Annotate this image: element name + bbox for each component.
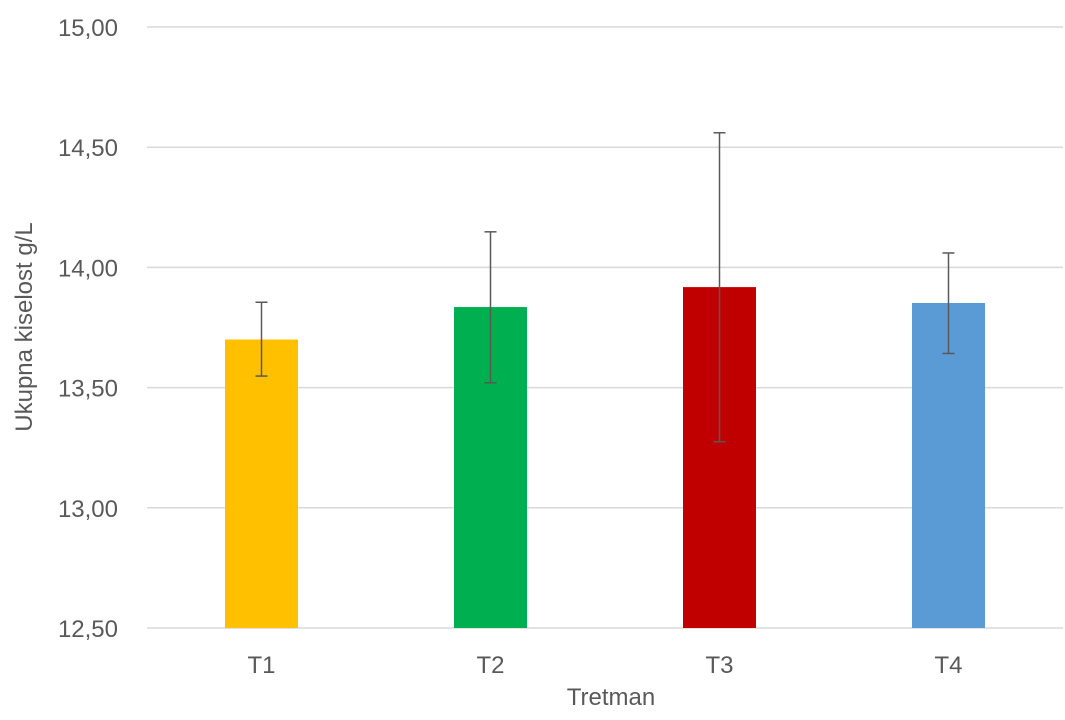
y-axis-title: Ukupna kiselost g/L [11, 222, 38, 431]
x-tick-label: T4 [934, 652, 962, 679]
y-tick-label: 14,50 [58, 135, 118, 162]
bars [225, 287, 985, 628]
y-tick-label: 13,00 [58, 496, 118, 523]
bar-t1 [225, 339, 298, 628]
y-tick-label: 13,50 [58, 376, 118, 403]
y-tick-label: 12,50 [58, 616, 118, 643]
x-axis-title: Tretman [567, 684, 655, 711]
error-bars [255, 132, 955, 443]
error-bar-t1 [255, 301, 268, 377]
error-bar-t4 [942, 252, 955, 355]
y-tick-label: 14,00 [58, 255, 118, 282]
bar-t4 [912, 302, 985, 628]
error-bar-t3 [713, 132, 726, 443]
gridlines [147, 26, 1063, 629]
x-tick-label: T1 [247, 652, 275, 679]
y-axis-ticks: 12,50 13,00 13,50 14,00 14,50 15,00 [58, 15, 118, 643]
x-tick-label: T3 [705, 652, 733, 679]
x-axis-ticks: T1 T2 T3 T4 [247, 652, 962, 679]
y-tick-label: 15,00 [58, 15, 118, 42]
x-tick-label: T2 [476, 652, 504, 679]
error-bar-t2 [484, 231, 497, 384]
